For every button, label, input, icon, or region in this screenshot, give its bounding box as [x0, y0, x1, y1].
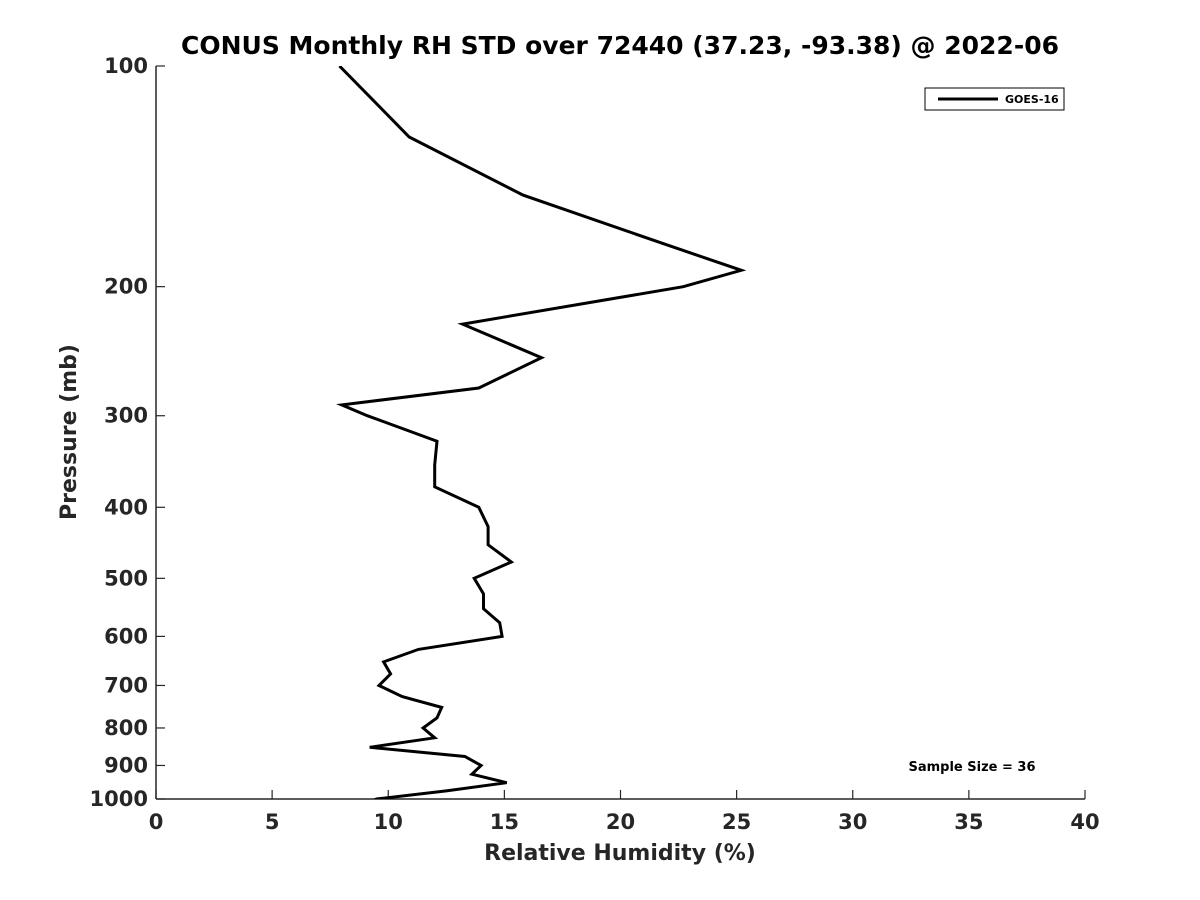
y-tick-label: 500 — [104, 566, 148, 590]
x-tick-label: 40 — [1070, 810, 1099, 834]
x-axis-ticks: 0 5 10 15 20 25 30 35 40 — [149, 790, 1100, 834]
x-tick-label: 10 — [374, 810, 403, 834]
legend-label-goes-16: GOES-16 — [1005, 93, 1059, 106]
x-tick-label: 15 — [490, 810, 519, 834]
y-tick-label: 400 — [104, 495, 148, 519]
y-tick-label: 600 — [104, 624, 148, 648]
series-line-goes-16 — [336, 66, 747, 799]
y-tick-label: 1000 — [90, 787, 148, 811]
y-axis-label: Pressure (mb) — [57, 344, 82, 520]
x-tick-label: 20 — [606, 810, 635, 834]
y-tick-label: 700 — [104, 673, 148, 697]
sample-size-annotation: Sample Size = 36 — [908, 760, 1035, 775]
legend: GOES-16 — [924, 87, 1065, 111]
x-tick-label: 35 — [954, 810, 983, 834]
x-tick-label: 0 — [149, 810, 164, 834]
x-tick-label: 5 — [265, 810, 280, 834]
chart-title: CONUS Monthly RH STD over 72440 (37.23, … — [181, 31, 1059, 60]
x-tick-label: 30 — [838, 810, 867, 834]
y-tick-label: 800 — [104, 716, 148, 740]
series-layer — [336, 66, 747, 799]
y-axis-ticks: 100 200 300 400 500 600 700 800 900 1000 — [90, 54, 165, 811]
x-axis-label: Relative Humidity (%) — [484, 841, 756, 866]
y-tick-label: 100 — [104, 54, 148, 78]
y-tick-label: 300 — [104, 404, 148, 428]
y-tick-label: 200 — [104, 275, 148, 299]
x-tick-label: 25 — [722, 810, 751, 834]
plot-area — [156, 66, 1085, 799]
y-tick-label: 900 — [104, 753, 148, 777]
